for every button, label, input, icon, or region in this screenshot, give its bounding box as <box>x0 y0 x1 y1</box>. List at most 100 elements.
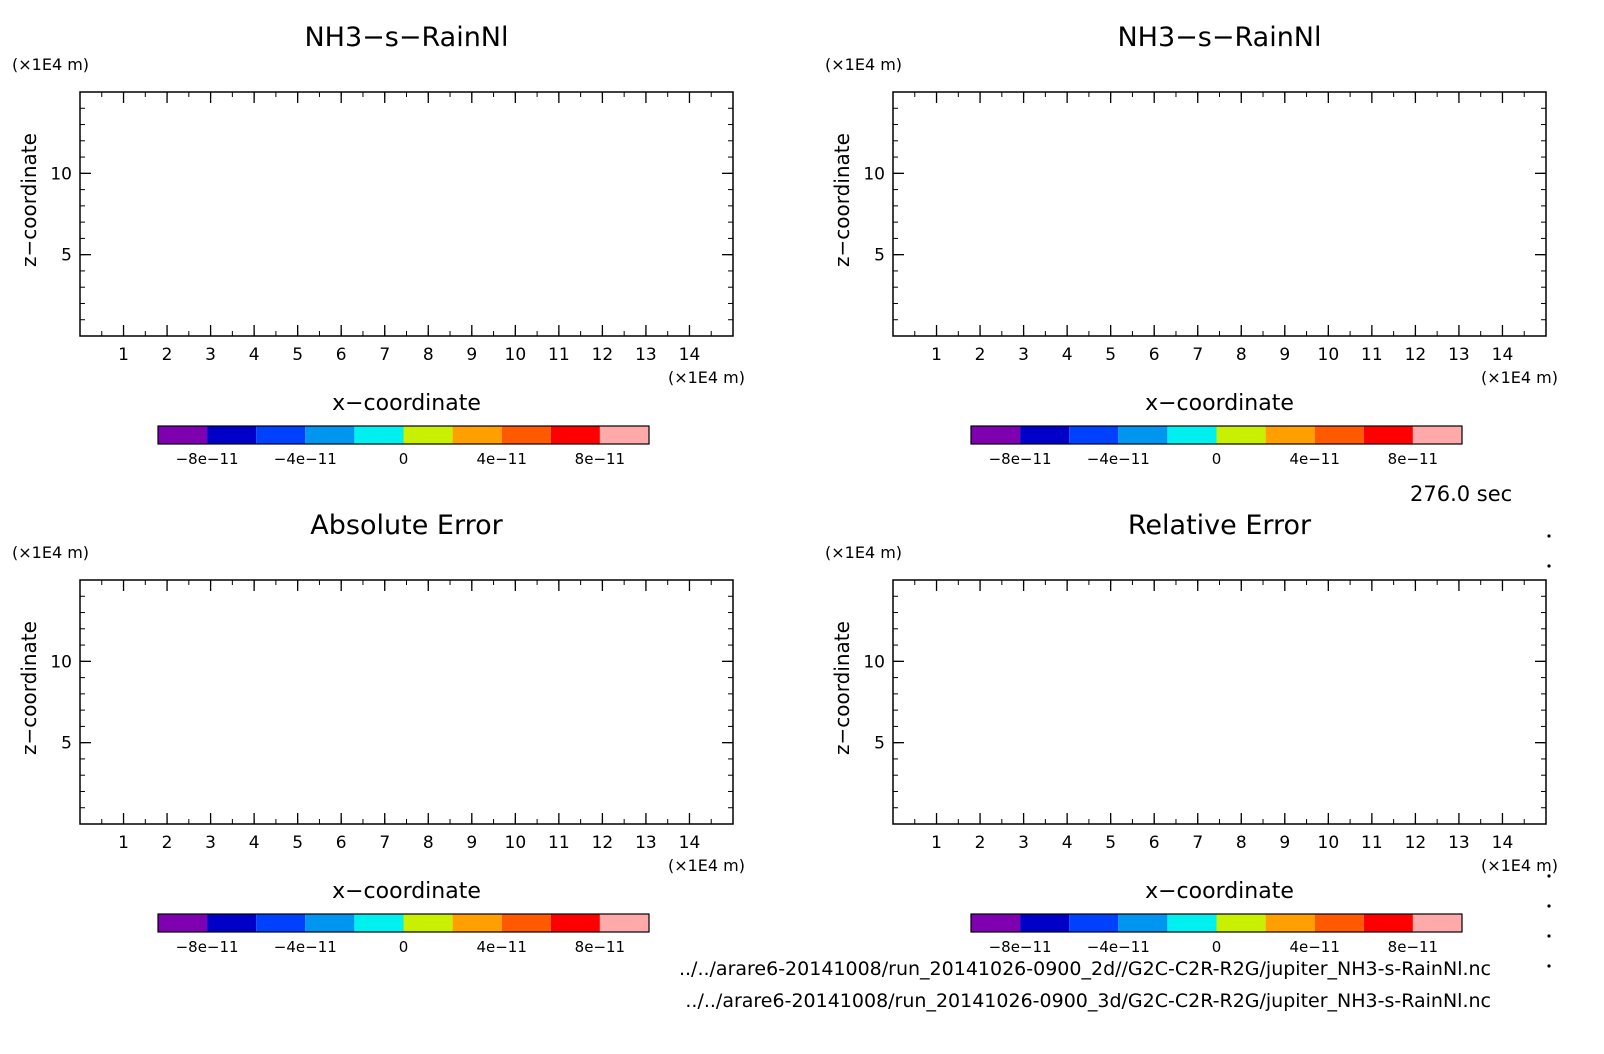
panel2-colorbar-tick-label: 8e−11 <box>1388 450 1438 468</box>
panel1-title: NH3−s−RainNl <box>304 22 508 53</box>
panel1-colorbar-swatch <box>501 426 551 444</box>
panel3-x-tick-label: 10 <box>505 833 527 853</box>
panel3-colorbar-swatch <box>207 914 257 932</box>
panel3-y-tick-label: 10 <box>50 652 72 672</box>
panel1-x-tick-label: 10 <box>505 345 527 365</box>
panel4-x-tick-label: 1 <box>931 833 942 853</box>
panel1-colorbar-swatch <box>550 426 600 444</box>
panel1-colorbar-swatch <box>354 426 404 444</box>
panel2-colorbar-swatch <box>1314 426 1364 444</box>
panel3-x-tick-label: 8 <box>423 833 434 853</box>
panel2-colorbar-swatch <box>1363 426 1413 444</box>
panel4-x-axis-label: x−coordinate <box>1145 879 1294 904</box>
panel3-colorbar-frame <box>157 913 650 933</box>
panel2-x-tick-label: 5 <box>1105 345 1116 365</box>
panel3-y-unit: (×1E4 m) <box>12 543 89 562</box>
panel4-x-tick-label: 11 <box>1361 833 1383 853</box>
panel2-x-axis-label: x−coordinate <box>1145 391 1294 416</box>
panel2-x-tick-label: 14 <box>1492 345 1514 365</box>
panel3-colorbar-swatch <box>501 914 551 932</box>
panel2-colorbar-swatch <box>1118 426 1168 444</box>
panel2-plot-frame <box>892 91 1547 337</box>
panel4-colorbar-swatch <box>1412 914 1462 932</box>
panel4-colorbar-tick-label: 8e−11 <box>1388 938 1438 956</box>
panel3-y-tick-label: 5 <box>61 734 72 754</box>
panel1-x-tick-label: 12 <box>592 345 614 365</box>
panel2-colorbar-swatch <box>1216 426 1266 444</box>
panel1-x-unit: (×1E4 m) <box>668 368 745 387</box>
panel2-colorbar-swatch <box>1069 426 1119 444</box>
panel4-colorbar-swatch <box>1069 914 1119 932</box>
panel4-colorbar-swatch <box>971 914 1021 932</box>
panel3-plot-frame <box>79 579 734 825</box>
panel1-y-axis-label: z−coordinate <box>17 133 41 267</box>
panel4-y-tick-label: 10 <box>863 652 885 672</box>
panel4-x-tick-label: 4 <box>1062 833 1073 853</box>
panel4-colorbar-tick-label: 0 <box>1212 938 1222 956</box>
panel2-x-tick-label: 10 <box>1318 345 1340 365</box>
panel2-x-tick-label: 3 <box>1018 345 1029 365</box>
panel3-colorbar-swatch <box>354 914 404 932</box>
panel2-colorbar-tick-label: 0 <box>1212 450 1222 468</box>
panel4-colorbar-swatch <box>1363 914 1413 932</box>
edge-dot <box>1547 964 1551 968</box>
panel3-colorbar-tick-label: −4e−11 <box>274 938 337 956</box>
panel2-x-tick-label: 13 <box>1448 345 1470 365</box>
panel4-y-unit: (×1E4 m) <box>825 543 902 562</box>
panel1-x-axis-label: x−coordinate <box>332 391 481 416</box>
panel3-y-axis-label: z−coordinate <box>17 621 41 755</box>
panel2-colorbar-swatch <box>1167 426 1217 444</box>
panel2-x-tick-label: 12 <box>1405 345 1427 365</box>
panel4-x-tick-label: 6 <box>1149 833 1160 853</box>
panel4-plot-frame <box>892 579 1547 825</box>
panel3-x-axis-label: x−coordinate <box>332 879 481 904</box>
panel2-x-tick-label: 6 <box>1149 345 1160 365</box>
panel1-plot-frame <box>79 91 734 337</box>
panel3-x-unit: (×1E4 m) <box>668 856 745 875</box>
panel1-x-tick-label: 9 <box>466 345 477 365</box>
panel2-x-unit: (×1E4 m) <box>1481 368 1558 387</box>
panel4-y-tick-label: 5 <box>874 734 885 754</box>
panel3-colorbar-tick-label: 8e−11 <box>575 938 625 956</box>
panel1-x-tick-label: 13 <box>635 345 657 365</box>
panel1-colorbar-swatch <box>452 426 502 444</box>
panel3-colorbar-swatch <box>452 914 502 932</box>
panel1-colorbar-swatch <box>305 426 355 444</box>
panel3-colorbar-swatch <box>305 914 355 932</box>
panel4-colorbar-swatch <box>1020 914 1070 932</box>
edge-dot <box>1547 874 1551 878</box>
panel1-colorbar-swatch <box>158 426 208 444</box>
panel1-colorbar-swatch <box>207 426 257 444</box>
panel2-colorbar-tick-label: −8e−11 <box>989 450 1052 468</box>
panel2-y-unit: (×1E4 m) <box>825 55 902 74</box>
panel1-colorbar-swatch <box>403 426 453 444</box>
panel2-y-tick-label: 10 <box>863 164 885 184</box>
panel4-colorbar-swatch <box>1216 914 1266 932</box>
panel3-colorbar-tick-label: 4e−11 <box>476 938 526 956</box>
panel2-colorbar-tick-label: −4e−11 <box>1087 450 1150 468</box>
panel3-colorbar-tick-label: 0 <box>399 938 409 956</box>
panel1-colorbar-tick-label: 4e−11 <box>476 450 526 468</box>
panel2-colorbar-frame <box>970 425 1463 445</box>
panel4-colorbar-frame <box>970 913 1463 933</box>
panel1-x-tick-label: 7 <box>379 345 390 365</box>
panel2-x-tick-label: 8 <box>1236 345 1247 365</box>
file-path-2d: ../../arare6-20141008/run_20141026-0900_… <box>678 958 1491 980</box>
panel3-x-tick-label: 3 <box>205 833 216 853</box>
panel4-colorbar-swatch <box>1265 914 1315 932</box>
panel4-x-tick-label: 14 <box>1492 833 1514 853</box>
panel1-colorbar-frame <box>157 425 650 445</box>
panel4-colorbar-swatch <box>1118 914 1168 932</box>
panel3-colorbar-swatch <box>599 914 649 932</box>
panel2-x-tick-label: 11 <box>1361 345 1383 365</box>
panel1-x-tick-label: 11 <box>548 345 570 365</box>
panel1-x-tick-label: 4 <box>249 345 260 365</box>
panel1-x-tick-label: 1 <box>118 345 129 365</box>
panel3-x-tick-label: 12 <box>592 833 614 853</box>
panel2-x-tick-label: 1 <box>931 345 942 365</box>
panel4-x-tick-label: 3 <box>1018 833 1029 853</box>
edge-dot <box>1547 934 1551 938</box>
panel3-x-tick-label: 9 <box>466 833 477 853</box>
panel4-x-tick-label: 9 <box>1279 833 1290 853</box>
